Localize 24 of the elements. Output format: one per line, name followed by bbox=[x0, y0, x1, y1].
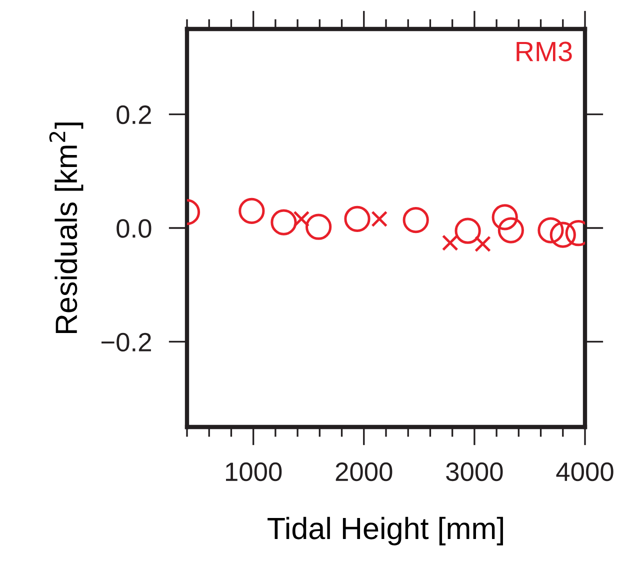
y-tick-label: 0.2 bbox=[116, 105, 151, 124]
point bbox=[442, 234, 458, 251]
y-tick-label: 0.0 bbox=[116, 219, 152, 238]
y-tick-label: −0.2 bbox=[101, 332, 151, 352]
point bbox=[454, 218, 481, 244]
point bbox=[402, 206, 429, 234]
point bbox=[238, 198, 265, 224]
x-tick-label: 1000 bbox=[226, 462, 282, 482]
point bbox=[306, 214, 332, 240]
x-tick-label: 4000 bbox=[556, 462, 614, 482]
point bbox=[498, 217, 524, 244]
point bbox=[474, 236, 491, 252]
annotation: RM3 bbox=[516, 42, 572, 62]
point bbox=[550, 222, 576, 248]
point bbox=[538, 217, 564, 244]
point bbox=[492, 204, 518, 230]
point bbox=[293, 210, 310, 228]
point bbox=[371, 210, 388, 228]
point bbox=[270, 209, 297, 236]
x-axis-title: Tidal Height [mm] bbox=[268, 516, 503, 546]
x-tick-label: 2000 bbox=[336, 462, 392, 482]
x-tick-label: 3000 bbox=[446, 462, 503, 482]
y-axis-title: Residuals [km$^{2}$] bbox=[49, 122, 84, 334]
point bbox=[344, 206, 370, 232]
